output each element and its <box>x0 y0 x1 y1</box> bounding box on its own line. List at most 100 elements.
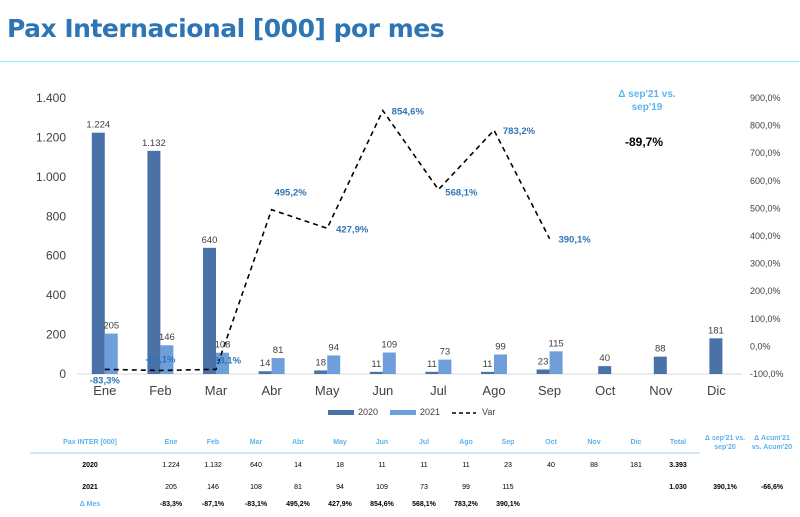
left-axis-tick: 0 <box>59 367 66 381</box>
bar-data-label: 23 <box>538 356 549 367</box>
category-label: Feb <box>149 383 171 398</box>
bar-data-label: 18 <box>315 357 326 368</box>
table-cell: 81 <box>294 484 302 491</box>
bar-2020 <box>536 369 550 374</box>
table-cell: 11 <box>462 462 469 469</box>
bar-2020 <box>91 132 105 374</box>
table-cell: 108 <box>250 484 262 491</box>
left-axis-tick: 1.000 <box>36 170 66 184</box>
table-header: Ene <box>165 439 178 446</box>
page-title: Pax Internacional [000] por mes <box>7 14 445 43</box>
table-cell: 495,2% <box>286 501 311 508</box>
table-cell: 390,1% <box>713 484 738 491</box>
table-header: Feb <box>207 439 219 446</box>
table-cell: 205 <box>165 484 177 491</box>
table-cell: 427,9% <box>328 501 353 508</box>
bar-2020 <box>203 247 216 374</box>
table-header: Nov <box>587 439 600 446</box>
category-label: Nov <box>649 383 673 398</box>
table-cell: 18 <box>336 462 344 469</box>
bar-data-label: 1.224 <box>86 120 110 131</box>
table-cell: -83,3% <box>160 501 183 508</box>
left-axis-tick: 200 <box>46 328 66 342</box>
table-cell: 146 <box>207 484 219 491</box>
table-cell: 1.030 <box>669 484 687 491</box>
bar-2021 <box>438 359 452 374</box>
table-cell: 115 <box>502 484 513 491</box>
table-row-label: Δ Mes <box>80 501 101 508</box>
table-cell: 11 <box>378 462 385 469</box>
table-cell: 3.393 <box>669 462 687 469</box>
callout-value: -89,7% <box>625 135 663 149</box>
right-axis-tick: 100,0% <box>750 314 781 324</box>
bar-data-label: 99 <box>495 341 506 352</box>
right-axis-tick: 200,0% <box>750 286 781 296</box>
bar-data-label: 88 <box>655 344 666 355</box>
table-cell: 1.224 <box>162 462 180 469</box>
table-cell: 11 <box>420 462 427 469</box>
table-header: Mar <box>250 439 263 446</box>
table-cell: 783,2% <box>454 501 479 508</box>
line-data-label: -83,3% <box>90 375 121 386</box>
category-label: Ene <box>93 383 116 398</box>
bar-2020 <box>147 150 161 374</box>
category-label: Oct <box>595 383 616 398</box>
table-header: Δ Acum'21 <box>754 435 790 442</box>
right-axis-tick: 800,0% <box>750 121 781 131</box>
bar-data-label: 109 <box>381 340 397 351</box>
bar-data-label: 94 <box>328 342 339 353</box>
right-axis-tick: -100,0% <box>750 369 784 379</box>
bar-2020 <box>258 371 272 374</box>
table-cell: 73 <box>420 484 428 491</box>
right-axis-tick: 300,0% <box>750 259 781 269</box>
line-data-label: 390,1% <box>558 235 591 246</box>
table-header: Pax INTER [000] <box>63 439 117 446</box>
bar-2020 <box>314 370 328 374</box>
line-data-label: 495,2% <box>274 188 307 199</box>
category-label: Jul <box>430 383 447 398</box>
table-cell: 40 <box>547 462 555 469</box>
line-data-label: 568,1% <box>445 188 478 199</box>
bar-2021 <box>271 358 285 374</box>
bar-data-label: 640 <box>202 235 218 246</box>
right-axis-tick: 900,0% <box>750 93 781 103</box>
right-axis-tick: 0,0% <box>750 341 771 351</box>
legend-label: Var <box>482 407 495 417</box>
legend-swatch-2020 <box>328 410 354 415</box>
table-header: Sep <box>502 439 515 446</box>
bar-2021 <box>216 352 229 374</box>
category-label: Mar <box>205 383 228 398</box>
bar-2021 <box>104 333 118 374</box>
bar-2020 <box>709 338 723 374</box>
table-cell: 640 <box>250 462 262 469</box>
table-cell: 14 <box>294 462 302 469</box>
bar-data-label: 205 <box>103 321 119 332</box>
right-axis-tick: 400,0% <box>750 231 781 241</box>
table-row-label: 2021 <box>82 484 98 491</box>
table-header: Oct <box>545 439 557 446</box>
left-axis-tick: 1.200 <box>36 130 66 144</box>
category-label: May <box>315 383 340 398</box>
bar-2020 <box>598 366 612 374</box>
category-label: Ago <box>482 383 505 398</box>
bar-data-label: 73 <box>440 347 451 358</box>
category-label: Sep <box>538 383 561 398</box>
table-cell: -83,1% <box>245 501 268 508</box>
table-header: Dic <box>631 439 642 446</box>
table-cell: 88 <box>590 462 598 469</box>
bar-data-label: 11 <box>371 359 381 370</box>
table-cell: 390,1% <box>496 501 521 508</box>
bar-2021 <box>160 345 174 374</box>
bar-data-label: 108 <box>215 340 231 351</box>
table-cell: 1.132 <box>204 462 222 469</box>
table-cell: 854,6% <box>370 501 395 508</box>
line-data-label: 783,2% <box>503 126 536 137</box>
right-axis-tick: 700,0% <box>750 148 781 158</box>
bar-data-label: 1.132 <box>142 138 166 149</box>
table-cell: 99 <box>462 484 470 491</box>
line-data-label: -83,1% <box>211 355 242 366</box>
legend-label: 2021 <box>420 407 440 417</box>
bar-2021 <box>382 352 396 374</box>
title-divider <box>0 61 800 62</box>
